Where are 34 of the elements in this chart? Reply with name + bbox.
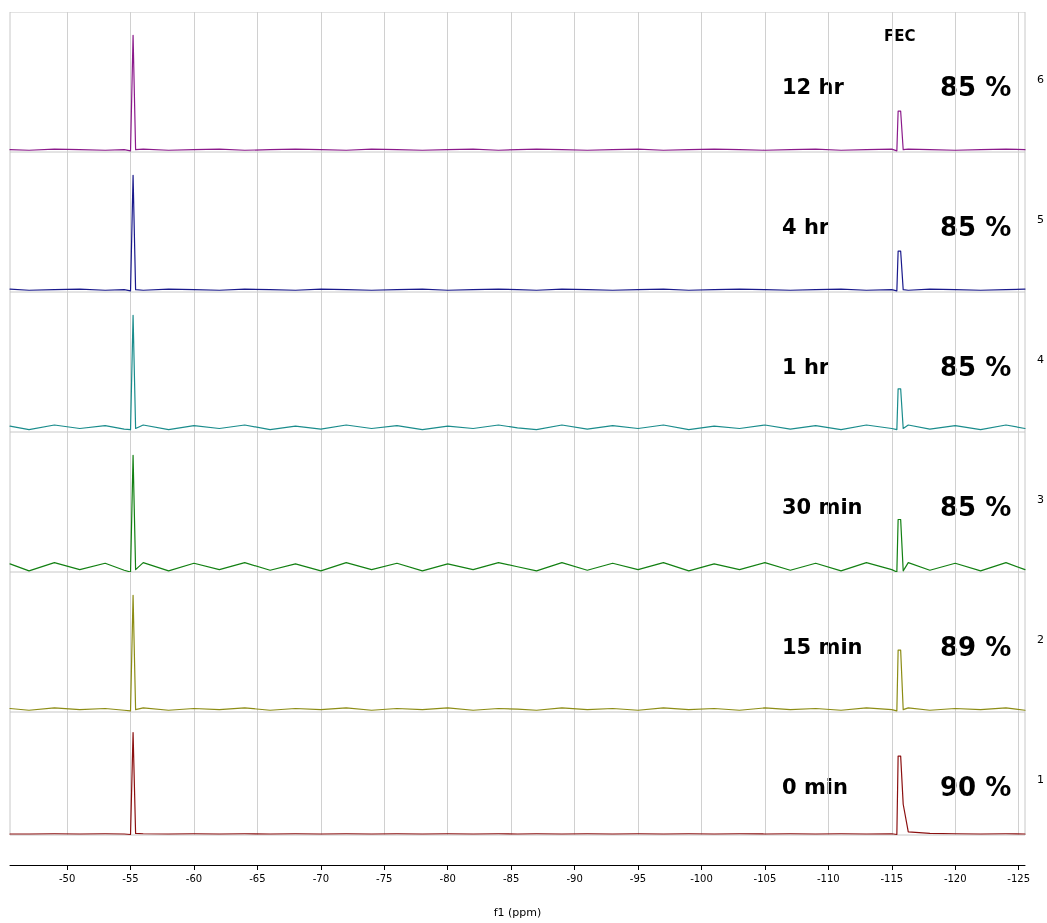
text: 6 — [1037, 72, 1044, 86]
x-tick-label: -125 — [1007, 872, 1031, 884]
x-tick-label: -75 — [376, 872, 393, 884]
x-tick-label: -85 — [502, 872, 520, 884]
text: 2 — [1037, 632, 1044, 646]
x-tick-label: -60 — [185, 872, 203, 884]
annotation: 30 min — [782, 494, 863, 519]
x-tick-label: -80 — [439, 872, 456, 884]
annotation: 85 % — [940, 491, 1012, 522]
annotation: 4 hr — [782, 214, 830, 239]
x-tick-label: -90 — [566, 872, 583, 884]
x-tick-label: -100 — [690, 872, 713, 884]
annotation: 15 min — [782, 634, 863, 659]
annotation: 85 % — [940, 351, 1012, 382]
x-tick-label: -50 — [58, 872, 76, 884]
text: 4 — [1037, 352, 1044, 366]
text: 3 — [1037, 492, 1044, 506]
annotation: 1 hr — [782, 354, 830, 379]
text: 1 — [1037, 772, 1044, 786]
x-tick-label: -65 — [249, 872, 266, 884]
x-tick-label: -55 — [122, 872, 139, 884]
x-tick-label: -95 — [629, 872, 647, 884]
annotation: 85 % — [940, 211, 1012, 242]
text: 5 — [1037, 212, 1044, 226]
x-tick-label: -110 — [816, 872, 840, 884]
annotation: FEC — [884, 27, 916, 46]
x-tick-label: -70 — [312, 872, 330, 884]
x-tick-label: -120 — [943, 872, 967, 884]
annotation: 89 % — [940, 631, 1012, 662]
annotation: 90 % — [940, 771, 1012, 802]
x-tick-label: -115 — [880, 872, 904, 884]
x-tick-label: -105 — [753, 872, 777, 884]
x-axis-title: f1 (ppm) — [493, 906, 542, 919]
annotation: 85 % — [940, 71, 1012, 102]
